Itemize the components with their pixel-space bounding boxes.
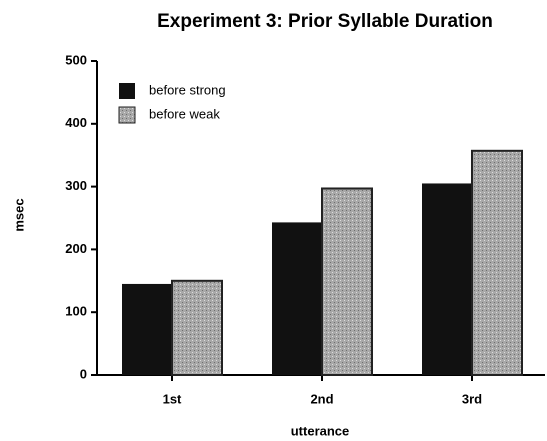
x-tick-label: 3rd (462, 391, 482, 406)
y-tick-label: 400 (65, 115, 87, 130)
bar-texture (321, 187, 373, 376)
y-tick-label: 300 (65, 178, 87, 193)
y-tick-label: 500 (65, 52, 87, 67)
y-tick-label: 200 (65, 241, 87, 256)
y-axis-label: msec (11, 198, 26, 231)
bar (272, 222, 322, 375)
y-tick-label: 0 (80, 366, 87, 381)
chart-title: Experiment 3: Prior Syllable Duration (157, 11, 493, 32)
x-tick-label: 2nd (310, 391, 333, 406)
y-tick-label: 100 (65, 304, 87, 319)
bar (422, 183, 472, 375)
legend-label: before weak (149, 106, 220, 121)
bar-texture (171, 279, 223, 376)
bar-texture (471, 149, 523, 376)
legend-swatch (119, 83, 135, 99)
x-axis-label: utterance (291, 423, 350, 438)
legend-swatch-texture (118, 106, 136, 124)
legend-label: before strong (149, 82, 226, 97)
bar (122, 283, 172, 375)
x-tick-label: 1st (163, 391, 182, 406)
